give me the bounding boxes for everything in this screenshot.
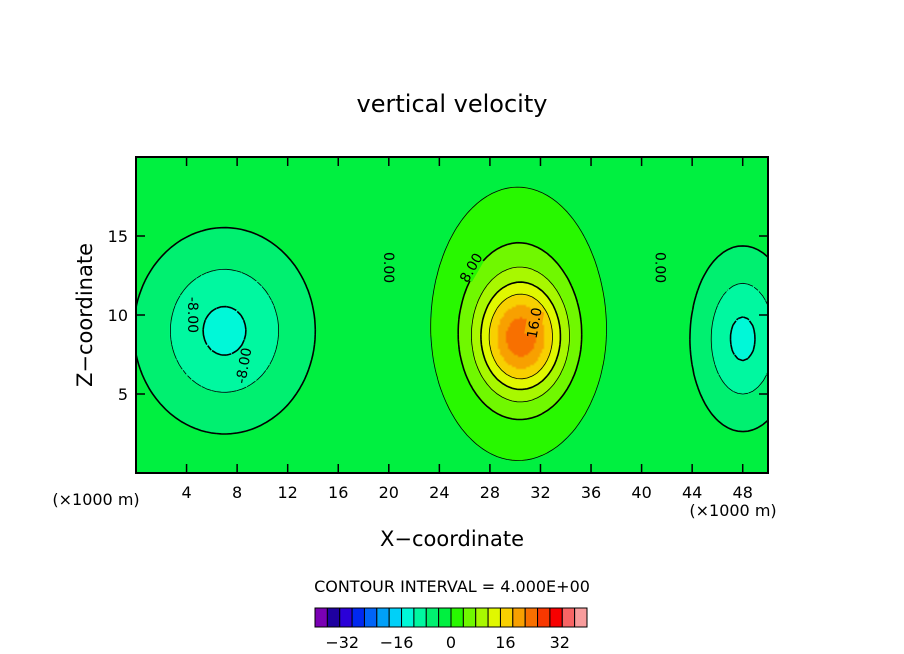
contour-line: [488, 293, 553, 380]
colorbar-labels: −32 −16 0 16 32: [325, 633, 570, 652]
x-tick-label: 8: [232, 483, 242, 502]
contour-label-bg: [458, 253, 484, 282]
colorbar-swatch: [512, 607, 526, 628]
colorbar-swatch: [314, 607, 328, 628]
contour-label-bg: [524, 309, 545, 337]
contour-label: 0.00: [380, 252, 396, 283]
x-tick-label: 4: [181, 483, 191, 502]
x-unit-left: (×1000 m): [52, 490, 139, 509]
contour-lines: [135, 186, 769, 461]
x-tick-label: 12: [278, 483, 298, 502]
y-axis-label: Z−coordinate: [73, 243, 97, 387]
colorbar-swatch: [425, 607, 440, 628]
contour-line: [471, 266, 570, 403]
contour-label-bg: [652, 255, 669, 280]
contour-line: [135, 226, 769, 435]
contour-line: [170, 268, 769, 395]
contour-line: [480, 281, 562, 391]
colorbar-swatch: [549, 607, 563, 628]
contour-label: -8.00: [184, 297, 200, 333]
x-tick-label: 24: [429, 483, 449, 502]
colorbar-swatch: [401, 607, 415, 628]
colorbar-swatch: [487, 607, 501, 628]
colorbar-swatch: [537, 607, 551, 628]
x-tick-label: 48: [733, 483, 753, 502]
x-axis: 4 8 12 16 20 24 28 32 36 40 44 48: [181, 157, 753, 502]
x-tick-label: 28: [480, 483, 500, 502]
colorbar-swatch: [413, 607, 427, 628]
colorbar-tick-label: −32: [325, 633, 359, 652]
y-tick-label: 5: [118, 385, 128, 404]
colorbar-tick-label: 16: [495, 633, 515, 652]
colorbar: [314, 607, 588, 628]
colorbar-swatch: [475, 607, 489, 628]
colorbar-swatch: [499, 607, 514, 628]
colorbar-swatch: [438, 607, 452, 628]
colorbar-swatch: [561, 607, 576, 628]
colorbar-tick-label: 0: [446, 633, 456, 652]
x-tick-label: 32: [530, 483, 550, 502]
colorbar-swatch: [351, 607, 365, 628]
colorbar-swatch: [363, 607, 378, 628]
colorbar-swatch: [450, 607, 464, 628]
contour-label-bg: [184, 303, 201, 327]
colorbar-swatch: [339, 607, 353, 628]
x-tick-label: 16: [328, 483, 348, 502]
x-tick-label: 44: [682, 483, 702, 502]
x-tick-label: 36: [581, 483, 601, 502]
y-tick-label: 15: [108, 227, 128, 246]
contour-label-bg: [233, 352, 254, 379]
x-tick-label: 40: [631, 483, 651, 502]
colorbar-swatch: [376, 607, 390, 628]
contour-label-bg: [380, 255, 397, 280]
chart-title: vertical velocity: [357, 90, 548, 118]
contour-line: [430, 186, 607, 461]
colorbar-tick-label: −16: [380, 633, 414, 652]
x-unit-right: (×1000 m): [689, 501, 776, 520]
contour-label: 16.0: [525, 306, 546, 339]
y-axis: 5 10 15: [108, 227, 768, 404]
colorbar-tick-label: 32: [550, 633, 570, 652]
contour-line: [202, 305, 756, 362]
x-axis-label: X−coordinate: [380, 527, 524, 551]
velocity-field: [136, 157, 768, 473]
y-tick-label: 10: [108, 306, 128, 325]
contour-interval-label: CONTOUR INTERVAL = 4.000E+00: [314, 577, 590, 596]
x-tick-label: 20: [379, 483, 399, 502]
colorbar-swatch: [326, 607, 341, 628]
colorbar-swatch: [524, 607, 539, 628]
contour-label: 0.00: [652, 252, 668, 283]
contour-label: -8.00: [233, 347, 255, 385]
contour-line: [457, 241, 583, 421]
colorbar-swatch: [574, 607, 588, 628]
colorbar-swatch: [388, 607, 403, 628]
colorbar-swatch: [462, 607, 477, 628]
